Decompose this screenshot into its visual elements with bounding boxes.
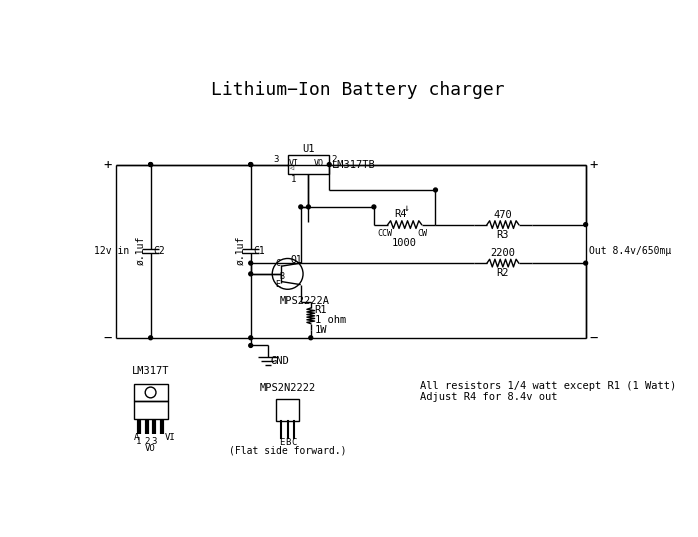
Text: (Flat side forward.): (Flat side forward.) (229, 445, 346, 455)
Text: R2: R2 (496, 268, 509, 278)
Text: 1: 1 (291, 176, 296, 184)
Text: E: E (279, 438, 284, 447)
Text: 2200: 2200 (491, 248, 515, 258)
Circle shape (248, 336, 253, 340)
Text: C: C (291, 438, 297, 447)
Bar (133, 384, 168, 401)
Text: ◁: ◁ (289, 166, 293, 172)
Text: VO: VO (145, 444, 156, 453)
Text: CW: CW (418, 229, 428, 238)
Text: 3: 3 (273, 155, 279, 164)
Text: C2: C2 (154, 246, 165, 256)
Circle shape (248, 163, 253, 166)
Circle shape (149, 163, 153, 166)
Text: 3: 3 (151, 437, 157, 446)
Text: ø.1uf: ø.1uf (135, 236, 146, 265)
Circle shape (248, 163, 253, 166)
Circle shape (327, 163, 331, 166)
Text: −: − (103, 331, 112, 345)
Text: 1000: 1000 (392, 238, 417, 248)
Circle shape (248, 261, 253, 265)
Circle shape (372, 205, 376, 209)
Text: 12v in: 12v in (94, 246, 130, 256)
Text: Q1: Q1 (291, 255, 302, 265)
Text: Lithium−Ion Battery charger: Lithium−Ion Battery charger (211, 82, 505, 99)
Text: VO: VO (314, 158, 324, 168)
Circle shape (149, 336, 153, 340)
Circle shape (248, 344, 253, 347)
Text: 470: 470 (493, 209, 512, 220)
Circle shape (309, 336, 313, 340)
Text: CCW: CCW (377, 229, 392, 238)
Circle shape (306, 205, 311, 209)
Text: ø.1uf: ø.1uf (236, 236, 246, 265)
Circle shape (248, 272, 253, 276)
Text: All resistors 1/4 watt except R1 (1 Watt): All resistors 1/4 watt except R1 (1 Watt… (420, 381, 676, 391)
Text: E: E (275, 280, 280, 289)
Text: 2: 2 (144, 437, 149, 446)
Text: VI: VI (165, 433, 175, 442)
Circle shape (584, 223, 588, 227)
Text: MPS2222A: MPS2222A (280, 296, 330, 306)
Circle shape (584, 261, 588, 265)
Bar (288, 155, 329, 174)
Text: U1: U1 (302, 144, 315, 154)
Text: R1: R1 (315, 304, 327, 315)
Circle shape (299, 205, 303, 209)
Text: MPS2N2222: MPS2N2222 (260, 383, 315, 393)
Bar (276, 400, 299, 421)
Text: A: A (133, 433, 139, 442)
Text: C1: C1 (253, 246, 265, 256)
Text: 1 ohm: 1 ohm (315, 315, 346, 325)
Text: VI: VI (289, 158, 299, 168)
Text: 1W: 1W (315, 325, 327, 335)
Text: −: − (590, 331, 598, 345)
Text: ↓: ↓ (403, 202, 409, 213)
Text: Out 8.4v/650mμ: Out 8.4v/650mμ (590, 246, 671, 256)
Text: 2: 2 (332, 155, 337, 164)
Text: +: + (103, 157, 112, 171)
Circle shape (149, 163, 153, 166)
Bar (133, 401, 168, 419)
Text: B: B (280, 272, 285, 281)
Text: R4: R4 (394, 209, 407, 219)
Text: R3: R3 (496, 230, 509, 240)
Circle shape (433, 188, 438, 192)
Text: LM317T: LM317T (132, 366, 170, 376)
Text: +: + (590, 157, 598, 171)
Text: 1: 1 (136, 437, 142, 446)
Text: C: C (275, 259, 280, 267)
Text: Adjust R4 for 8.4v out: Adjust R4 for 8.4v out (420, 392, 558, 402)
Text: LM317TB: LM317TB (332, 159, 376, 170)
Text: B: B (285, 438, 290, 447)
Text: GND: GND (271, 356, 290, 366)
